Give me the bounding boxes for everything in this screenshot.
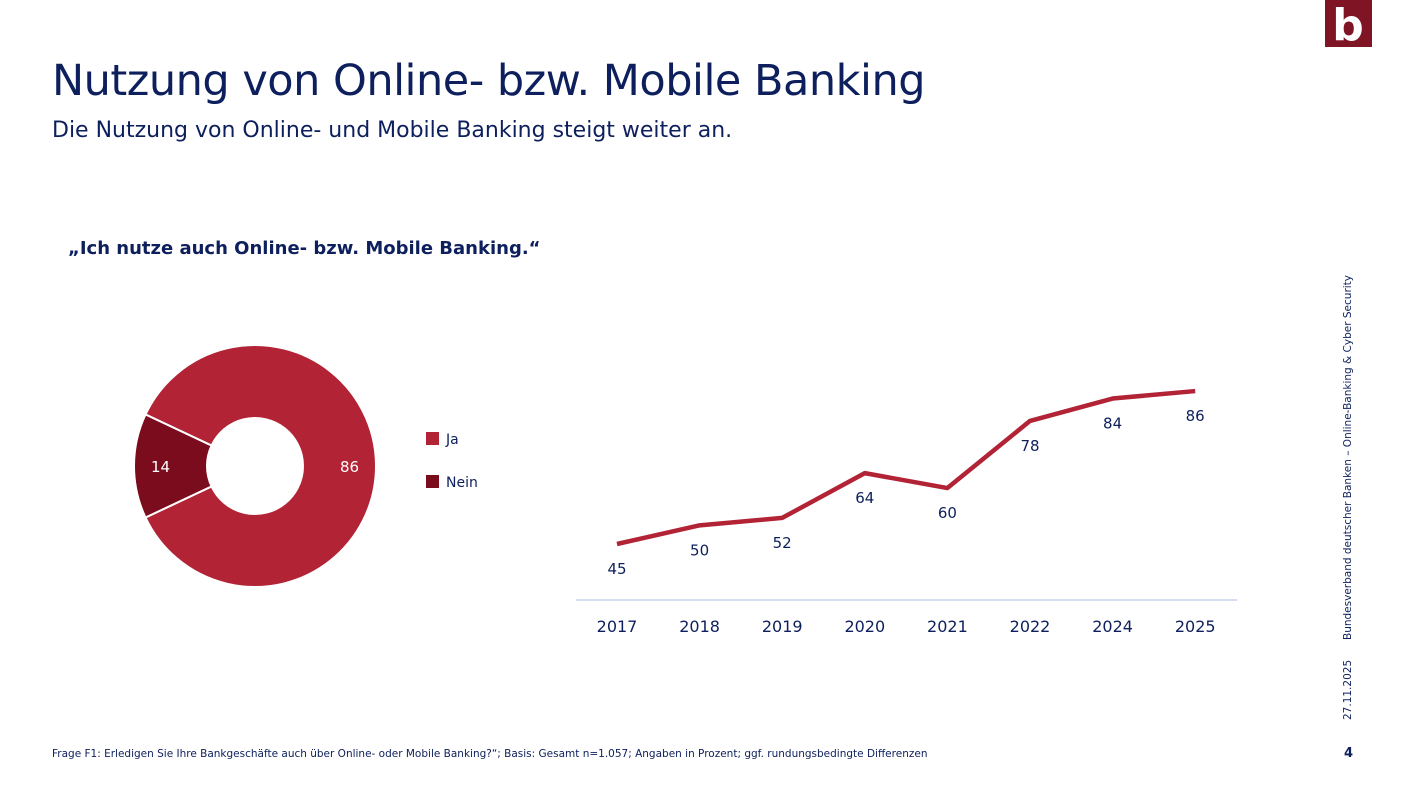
- svg-text:b: b: [1332, 0, 1364, 47]
- donut-label: 14: [151, 458, 170, 476]
- page-number: 4: [1344, 746, 1354, 761]
- legend-label: Nein: [446, 475, 478, 491]
- data-label: 78: [1020, 437, 1039, 455]
- x-tick-label: 2017: [597, 617, 638, 636]
- data-label: 50: [690, 541, 709, 559]
- logo: b: [1325, 0, 1372, 51]
- side-date: 27.11.2025: [1342, 659, 1354, 720]
- data-label: 84: [1103, 415, 1122, 433]
- charts: 86 Ja 14 Nein 45 2017 50 2018 52 2019 64 2020 60 2021…: [133, 344, 1237, 636]
- x-tick-label: 2021: [927, 617, 968, 636]
- footnote: Frage F1: Erledigen Sie Ihre Bankgeschäf…: [52, 748, 928, 760]
- data-label: 45: [607, 560, 626, 578]
- x-tick-label: 2024: [1092, 617, 1133, 636]
- x-tick-label: 2018: [679, 617, 720, 636]
- data-label: 60: [938, 504, 957, 522]
- donut-slice-nein: [133, 413, 213, 519]
- donut-label: 86: [340, 458, 359, 476]
- data-label: 52: [773, 534, 792, 552]
- page-subtitle: Die Nutzung von Online- und Mobile Banki…: [52, 118, 733, 143]
- x-tick-label: 2025: [1175, 617, 1216, 636]
- legend-label: Ja: [445, 432, 459, 448]
- side-org: Bundesverband deutscher Banken – Online-…: [1342, 274, 1354, 640]
- x-tick-label: 2020: [844, 617, 885, 636]
- chart-question: „Ich nutze auch Online- bzw. Mobile Bank…: [68, 238, 541, 259]
- legend-swatch: [426, 475, 439, 488]
- donut-slice-ja: [144, 344, 377, 588]
- legend-swatch: [426, 432, 439, 445]
- page-title: Nutzung von Online- bzw. Mobile Banking: [52, 56, 926, 106]
- data-label: 86: [1186, 407, 1205, 425]
- line-series: [616, 388, 1196, 547]
- x-tick-label: 2019: [762, 617, 803, 636]
- data-label: 64: [855, 489, 874, 507]
- logo-b-icon: b: [1332, 0, 1364, 51]
- x-tick-label: 2022: [1010, 617, 1051, 636]
